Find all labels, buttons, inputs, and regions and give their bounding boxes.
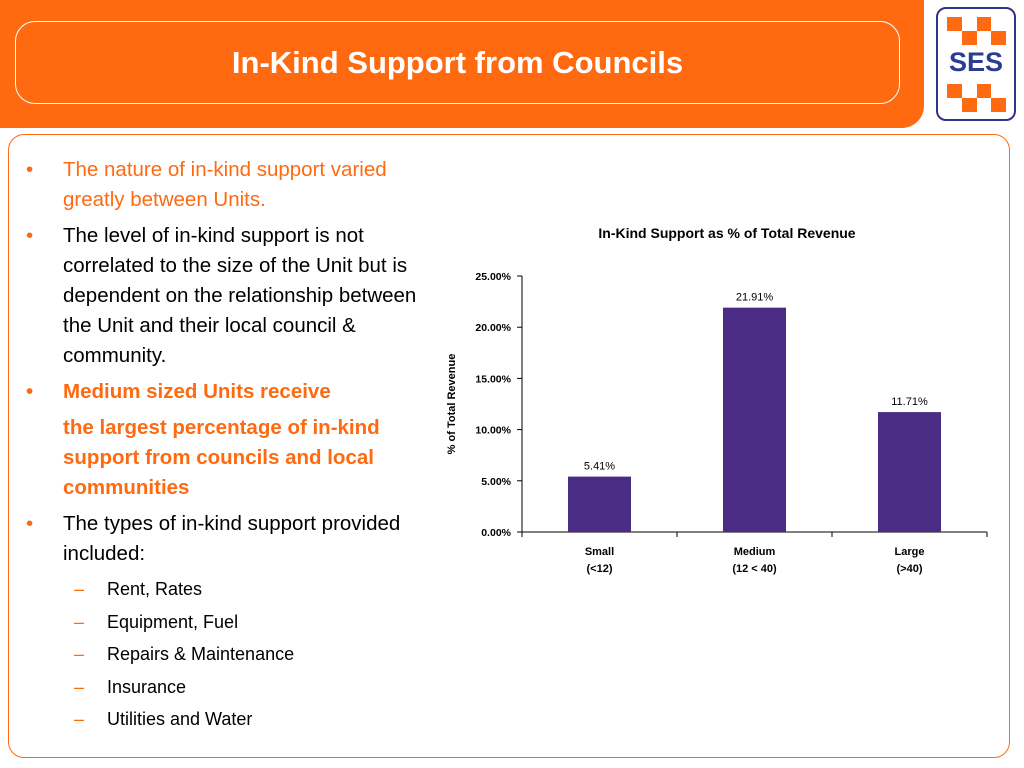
category-label: Small <box>585 546 614 558</box>
bullet-item: • The nature of in-kind support varied g… <box>26 155 446 215</box>
y-tick-label: 15.00% <box>475 373 511 385</box>
dash-marker: – <box>74 579 85 599</box>
logo-checker-top <box>947 17 1006 45</box>
dash-marker: – <box>74 644 85 665</box>
data-label: 5.41% <box>584 461 615 473</box>
sub-list-item: – Utilities and Water <box>26 703 446 736</box>
data-label: 11.71% <box>891 396 928 408</box>
bullet-item: • The types of in-kind support provided … <box>26 509 446 569</box>
category-label: (>40) <box>897 563 923 575</box>
bullet-text: the largest percentage of in-kind suppor… <box>63 416 380 499</box>
sub-list-text: Utilities and Water <box>107 709 253 730</box>
title-box: In-Kind Support from Councils <box>15 21 900 104</box>
dash-marker: – <box>74 709 85 730</box>
bullet-list: • The nature of in-kind support varied g… <box>26 155 446 736</box>
dash-marker: – <box>74 676 85 697</box>
ses-logo: SES <box>936 7 1016 121</box>
y-tick-label: 0.00% <box>481 527 511 539</box>
bullet-continuation: the largest percentage of in-kind suppor… <box>26 413 446 503</box>
y-tick-label: 10.00% <box>475 425 511 437</box>
logo-checker-bottom <box>947 84 1006 112</box>
bullet-text: The level of in-kind support is not corr… <box>63 224 417 367</box>
chart-title: In-Kind Support as % of Total Revenue <box>598 225 855 241</box>
page-title: In-Kind Support from Councils <box>231 44 684 80</box>
category-label: (12 < 40) <box>732 563 777 575</box>
y-tick-label: 20.00% <box>475 322 511 334</box>
bullet-text: Medium sized Units receive <box>63 380 331 403</box>
sub-list-item: – Equipment, Fuel <box>26 606 446 639</box>
in-kind-type-list: – Rent, Rates – Equipment, Fuel – Repairs &… <box>26 573 446 736</box>
bullet-dot: • <box>26 158 34 181</box>
bullet-item: • Medium sized Units receive <box>26 377 446 407</box>
category-label: Medium <box>734 546 776 558</box>
category-label: (<12) <box>587 563 613 575</box>
data-label: 21.91% <box>736 292 774 304</box>
sub-list-item: – Repairs & Maintenance <box>26 638 446 671</box>
y-tick-label: 25.00% <box>475 271 511 283</box>
bullet-dot: • <box>26 512 34 535</box>
y-tick-label: 5.00% <box>481 476 511 488</box>
sub-list-text: Insurance <box>107 676 187 697</box>
content-box <box>8 134 1010 758</box>
dash-marker: – <box>74 611 85 632</box>
bullet-text: The nature of in-kind support varied gre… <box>63 158 387 211</box>
logo-text: SES <box>948 47 1004 77</box>
category-label: Large <box>895 546 925 558</box>
bar <box>723 307 786 532</box>
bullet-text: The types of in-kind support provided in… <box>63 512 401 565</box>
chart-svg: In-Kind Support as % of Total Revenue % o… <box>446 225 988 575</box>
sub-list-item: – Rent, Rates <box>26 573 446 606</box>
bar <box>878 412 941 532</box>
y-axis-label: % of Total Revenue <box>446 354 458 455</box>
bullet-dot: • <box>26 224 34 247</box>
sub-list-text: Equipment, Fuel <box>107 611 239 632</box>
sub-list-text: Repairs & Maintenance <box>107 644 295 665</box>
revenue-chart: In-Kind Support as % of Total Revenue % o… <box>440 215 1010 585</box>
bullet-item: • The level of in-kind support is not co… <box>26 221 446 371</box>
bar <box>568 476 631 532</box>
sub-list-item: – Insurance <box>26 671 446 704</box>
bullet-dot: • <box>26 380 34 403</box>
sub-list-text: Rent, Rates <box>107 579 203 599</box>
